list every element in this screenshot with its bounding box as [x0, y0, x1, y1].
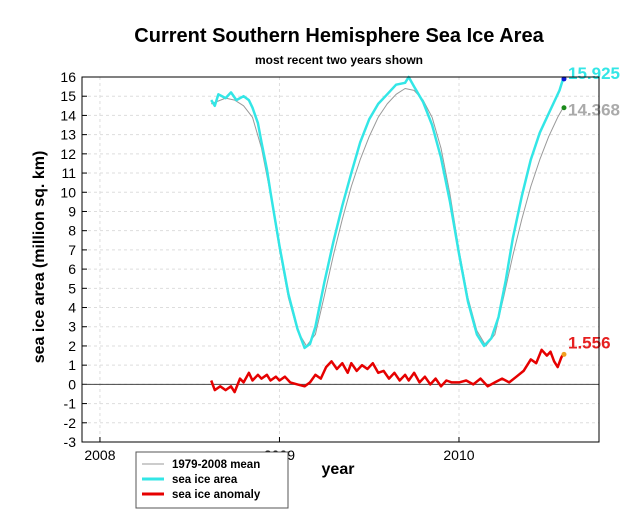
series-line-2 [210, 75, 565, 350]
y-tick-label: 1 [68, 357, 76, 373]
y-tick-label: 6 [68, 261, 76, 277]
end-markers: 15.925 14.368 1.556 [561, 64, 620, 357]
x-tick-label: 2008 [84, 447, 115, 463]
y-tick-label: 5 [68, 280, 76, 296]
y-tick-label: 8 [68, 223, 76, 239]
legend-label-area: sea ice area [172, 474, 238, 486]
y-tick-label: 11 [61, 165, 76, 181]
y-tick-label: 14 [60, 107, 76, 123]
chart-title: Current Southern Hemisphere Sea Ice Area [134, 25, 544, 47]
y-tick-label: 15 [60, 88, 76, 104]
end-marker-dot [561, 351, 567, 357]
y-tick-label: 0 [68, 376, 76, 392]
legend-label-mean: 1979-2008 mean [172, 459, 260, 471]
y-tick-label: -2 [64, 415, 77, 431]
end-value-label: 15.925 [568, 64, 620, 83]
y-axis-label: sea ice area (million sq. km) [31, 151, 48, 364]
y-tick-label: 12 [60, 146, 76, 162]
y-tick-label: 16 [60, 69, 76, 85]
y-tick-label: 3 [68, 319, 76, 335]
end-marker-dot [561, 105, 567, 111]
y-tick-label: 13 [60, 127, 76, 143]
y-tick-label: 4 [68, 300, 76, 316]
y-tick-label: -1 [64, 396, 77, 412]
y-tick-label: 10 [60, 184, 76, 200]
x-tick-label: 2010 [443, 447, 474, 463]
grid-lines [82, 76, 599, 443]
plot-frame [81, 76, 600, 443]
y-tick-label: -3 [64, 434, 77, 450]
series-lines [210, 75, 565, 394]
y-tick-label: 7 [68, 242, 76, 258]
end-value-label: 14.368 [568, 101, 620, 120]
x-axis-label: year [322, 461, 355, 478]
legend: 1979-2008 mean sea ice area sea ice anom… [135, 451, 289, 509]
y-tick-label: 2 [68, 338, 76, 354]
chart-subtitle: most recent two years shown [255, 53, 423, 67]
series-line-3 [210, 348, 565, 394]
y-tick-label: 9 [68, 203, 76, 219]
end-marker-dot [561, 76, 567, 82]
end-value-label: 1.556 [568, 333, 611, 352]
legend-label-anomaly: sea ice anomaly [172, 489, 261, 501]
